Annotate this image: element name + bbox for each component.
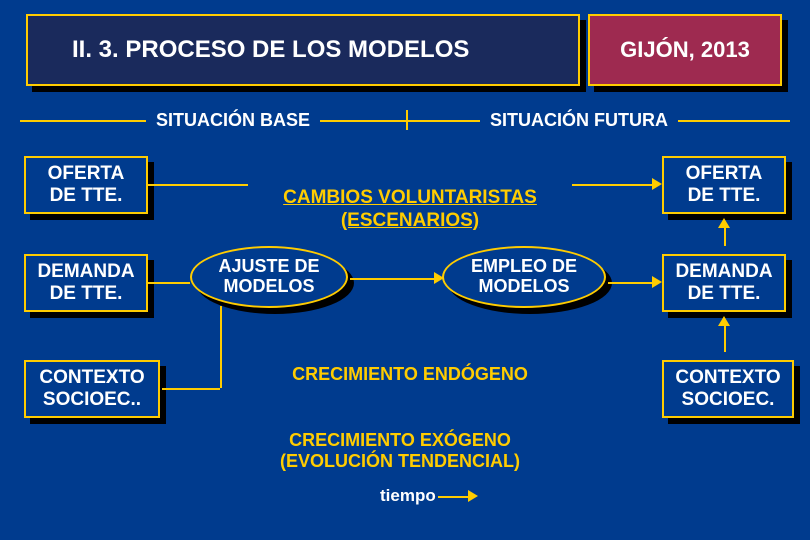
arrow-head-icon xyxy=(652,178,662,190)
label-tiempo: tiempo xyxy=(380,486,436,506)
box-demanda-right-text: DEMANDA DE TTE. xyxy=(675,261,772,305)
label-situacion-futura: SITUACIÓN FUTURA xyxy=(480,110,678,131)
arrow-head-icon xyxy=(434,272,444,284)
slide-badge: GIJÓN, 2013 xyxy=(588,14,782,86)
box-oferta-left-text: OFERTA DE TTE. xyxy=(48,163,125,207)
connector xyxy=(724,324,726,352)
box-oferta-left: OFERTA DE TTE. xyxy=(24,156,148,214)
section-divider-tick xyxy=(406,110,408,130)
ellipse-empleo: EMPLEO DE MODELOS xyxy=(442,246,606,308)
connector xyxy=(148,184,248,186)
connector xyxy=(724,226,726,246)
arrow-head-icon xyxy=(718,316,730,326)
text-exogeno: CRECIMIENTO EXÓGENO (EVOLUCIÓN TENDENCIA… xyxy=(240,408,560,473)
label-situacion-base-text: SITUACIÓN BASE xyxy=(156,110,310,130)
text-endogeno-content: CRECIMIENTO ENDÓGENO xyxy=(292,364,528,384)
box-demanda-left: DEMANDA DE TTE. xyxy=(24,254,148,312)
ellipse-empleo-text: EMPLEO DE MODELOS xyxy=(471,257,577,297)
arrow-head-icon xyxy=(652,276,662,288)
connector xyxy=(220,306,222,388)
box-oferta-right: OFERTA DE TTE. xyxy=(662,156,786,214)
connector xyxy=(608,282,652,284)
slide-badge-text: GIJÓN, 2013 xyxy=(620,37,750,63)
text-exogeno-content: CRECIMIENTO EXÓGENO (EVOLUCIÓN TENDENCIA… xyxy=(280,430,520,472)
slide: II. 3. PROCESO DE LOS MODELOS GIJÓN, 201… xyxy=(0,0,810,540)
box-contexto-left: CONTEXTO SOCIOEC.. xyxy=(24,360,160,418)
text-cambios-content: CAMBIOS VOLUNTARISTAS (ESCENARIOS) xyxy=(283,187,537,231)
arrow-head-icon xyxy=(718,218,730,228)
ellipse-ajuste: AJUSTE DE MODELOS xyxy=(190,246,348,308)
label-situacion-base: SITUACIÓN BASE xyxy=(146,110,320,131)
box-oferta-right-text: OFERTA DE TTE. xyxy=(686,163,763,207)
box-contexto-right-text: CONTEXTO SOCIOEC. xyxy=(675,367,780,411)
slide-title: II. 3. PROCESO DE LOS MODELOS xyxy=(26,14,580,86)
slide-title-text: II. 3. PROCESO DE LOS MODELOS xyxy=(72,36,469,64)
label-situacion-futura-text: SITUACIÓN FUTURA xyxy=(490,110,668,130)
box-demanda-right: DEMANDA DE TTE. xyxy=(662,254,786,312)
text-endogeno: CRECIMIENTO ENDÓGENO xyxy=(260,342,560,385)
ellipse-ajuste-text: AJUSTE DE MODELOS xyxy=(218,257,319,297)
tiempo-arrow-line xyxy=(438,496,468,498)
box-demanda-left-text: DEMANDA DE TTE. xyxy=(37,261,134,305)
connector xyxy=(148,282,190,284)
box-contexto-left-text: CONTEXTO SOCIOEC.. xyxy=(39,367,144,411)
connector xyxy=(572,184,652,186)
text-cambios: CAMBIOS VOLUNTARISTAS (ESCENARIOS) xyxy=(250,164,570,232)
tiempo-arrow-head xyxy=(468,490,478,502)
label-tiempo-text: tiempo xyxy=(380,486,436,505)
connector xyxy=(350,278,434,280)
connector xyxy=(162,388,220,390)
box-contexto-right: CONTEXTO SOCIOEC. xyxy=(662,360,794,418)
